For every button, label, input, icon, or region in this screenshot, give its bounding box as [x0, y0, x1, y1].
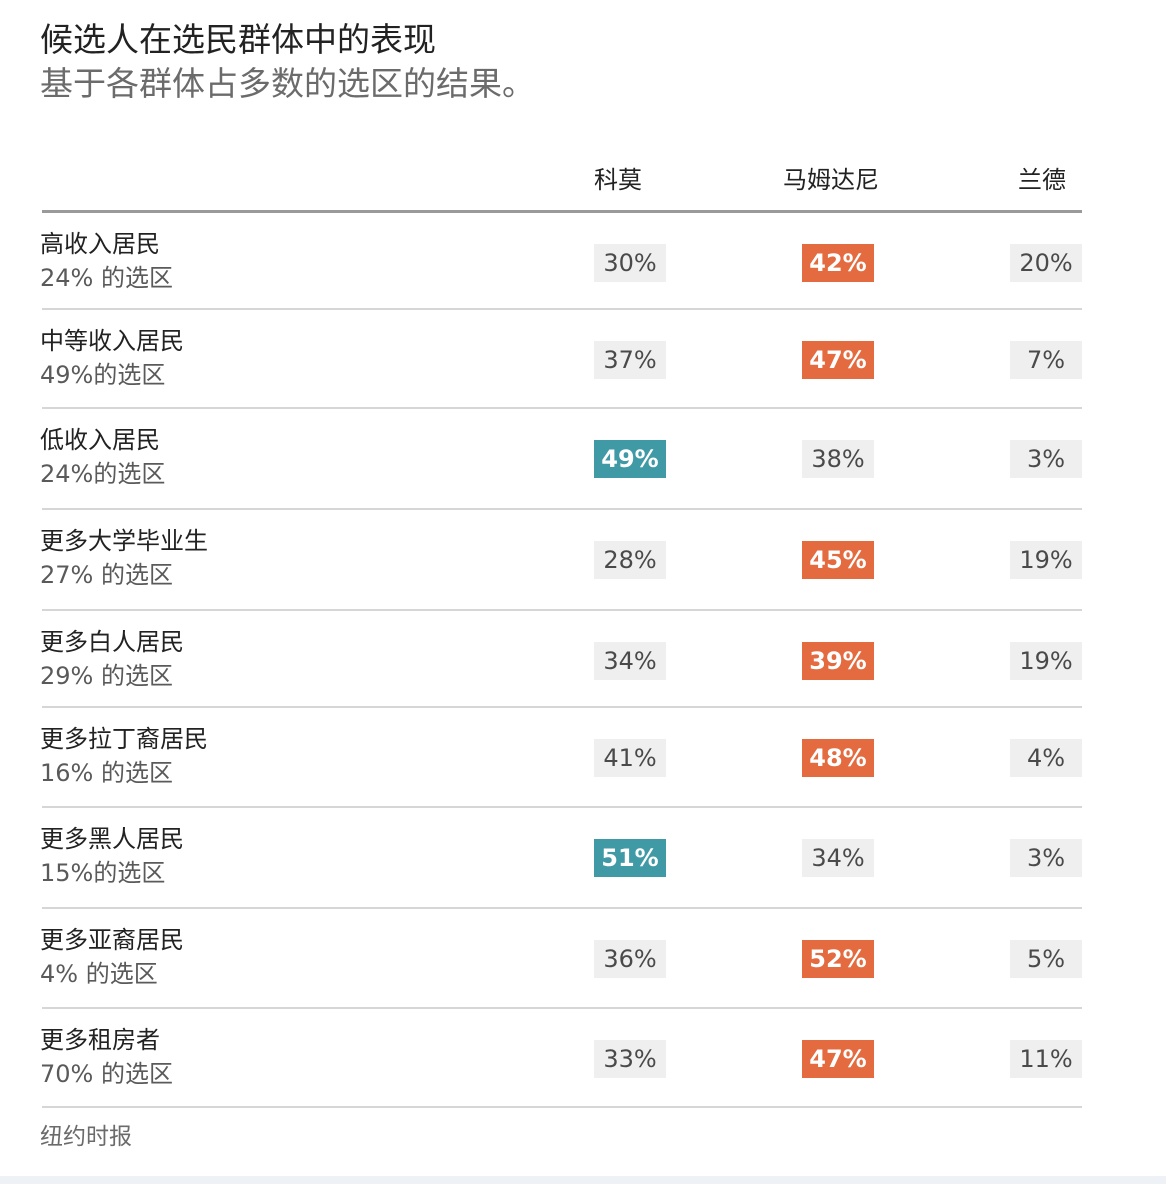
row-precinct-share: 24% 的选区 [40, 264, 173, 292]
table-row: 更多拉丁裔居民 16% 的选区 41% 48% 4% [0, 709, 1166, 807]
row-divider [42, 907, 1082, 909]
row-precinct-share: 29% 的选区 [40, 662, 173, 690]
value-cell-mamdani: 48% [802, 739, 874, 777]
row-divider [42, 706, 1082, 708]
value-cell-cuomo: 51% [594, 839, 666, 877]
value-cell-lander: 5% [1010, 940, 1082, 978]
row-label: 低收入居民 [40, 426, 160, 454]
row-label: 更多大学毕业生 [40, 527, 208, 555]
value-cell-lander: 19% [1010, 541, 1082, 579]
column-header-cuomo: 科莫 [594, 166, 642, 194]
value-cell-mamdani: 34% [802, 839, 874, 877]
value-cell-cuomo: 30% [594, 244, 666, 282]
value-cell-cuomo: 49% [594, 440, 666, 478]
row-precinct-share: 70% 的选区 [40, 1060, 173, 1088]
row-divider [42, 407, 1082, 409]
value-cell-lander: 3% [1010, 839, 1082, 877]
value-cell-cuomo: 28% [594, 541, 666, 579]
value-cell-cuomo: 36% [594, 940, 666, 978]
row-divider [42, 609, 1082, 611]
row-precinct-share: 4% 的选区 [40, 960, 158, 988]
table-row: 更多黑人居民 15%的选区 51% 34% 3% [0, 809, 1166, 908]
value-cell-mamdani: 47% [802, 341, 874, 379]
value-cell-lander: 11% [1010, 1040, 1082, 1078]
value-cell-cuomo: 37% [594, 341, 666, 379]
value-cell-mamdani: 38% [802, 440, 874, 478]
table-row: 更多白人居民 29% 的选区 34% 39% 19% [0, 612, 1166, 707]
row-label: 更多亚裔居民 [40, 926, 184, 954]
row-divider [42, 1106, 1082, 1108]
row-divider [42, 806, 1082, 808]
table-row: 高收入居民 24% 的选区 30% 42% 20% [0, 214, 1166, 309]
source-credit: 纽约时报 [40, 1124, 132, 1150]
value-cell-lander: 4% [1010, 739, 1082, 777]
bottom-band [0, 1176, 1166, 1184]
value-cell-cuomo: 33% [594, 1040, 666, 1078]
row-divider [42, 308, 1082, 310]
chart-subtitle: 基于各群体占多数的选区的结果。 [40, 64, 535, 103]
value-cell-cuomo: 41% [594, 739, 666, 777]
value-cell-mamdani: 39% [802, 642, 874, 680]
row-label: 更多黑人居民 [40, 825, 184, 853]
row-precinct-share: 49%的选区 [40, 361, 166, 389]
value-cell-mamdani: 42% [802, 244, 874, 282]
row-label: 更多拉丁裔居民 [40, 725, 208, 753]
row-precinct-share: 15%的选区 [40, 859, 166, 887]
row-divider [42, 508, 1082, 510]
table-row: 低收入居民 24%的选区 49% 38% 3% [0, 410, 1166, 509]
value-cell-mamdani: 45% [802, 541, 874, 579]
table-row: 更多大学毕业生 27% 的选区 28% 45% 19% [0, 511, 1166, 610]
column-header-lander: 兰德 [1018, 166, 1066, 194]
row-precinct-share: 27% 的选区 [40, 561, 173, 589]
row-precinct-share: 24%的选区 [40, 460, 166, 488]
table-row: 更多租房者 70% 的选区 33% 47% 11% [0, 1010, 1166, 1107]
row-divider [42, 1007, 1082, 1009]
table-row: 更多亚裔居民 4% 的选区 36% 52% 5% [0, 910, 1166, 1008]
value-cell-lander: 3% [1010, 440, 1082, 478]
value-cell-lander: 7% [1010, 341, 1082, 379]
row-label: 中等收入居民 [40, 327, 184, 355]
value-cell-mamdani: 47% [802, 1040, 874, 1078]
value-cell-cuomo: 34% [594, 642, 666, 680]
header-divider [42, 210, 1082, 213]
row-precinct-share: 16% 的选区 [40, 759, 173, 787]
row-label: 高收入居民 [40, 230, 160, 258]
chart-title: 候选人在选民群体中的表现 [40, 20, 436, 59]
table-row: 中等收入居民 49%的选区 37% 47% 7% [0, 311, 1166, 408]
value-cell-lander: 20% [1010, 244, 1082, 282]
value-cell-mamdani: 52% [802, 940, 874, 978]
value-cell-lander: 19% [1010, 642, 1082, 680]
row-label: 更多租房者 [40, 1026, 160, 1054]
row-label: 更多白人居民 [40, 628, 184, 656]
column-header-mamdani: 马姆达尼 [783, 166, 879, 194]
